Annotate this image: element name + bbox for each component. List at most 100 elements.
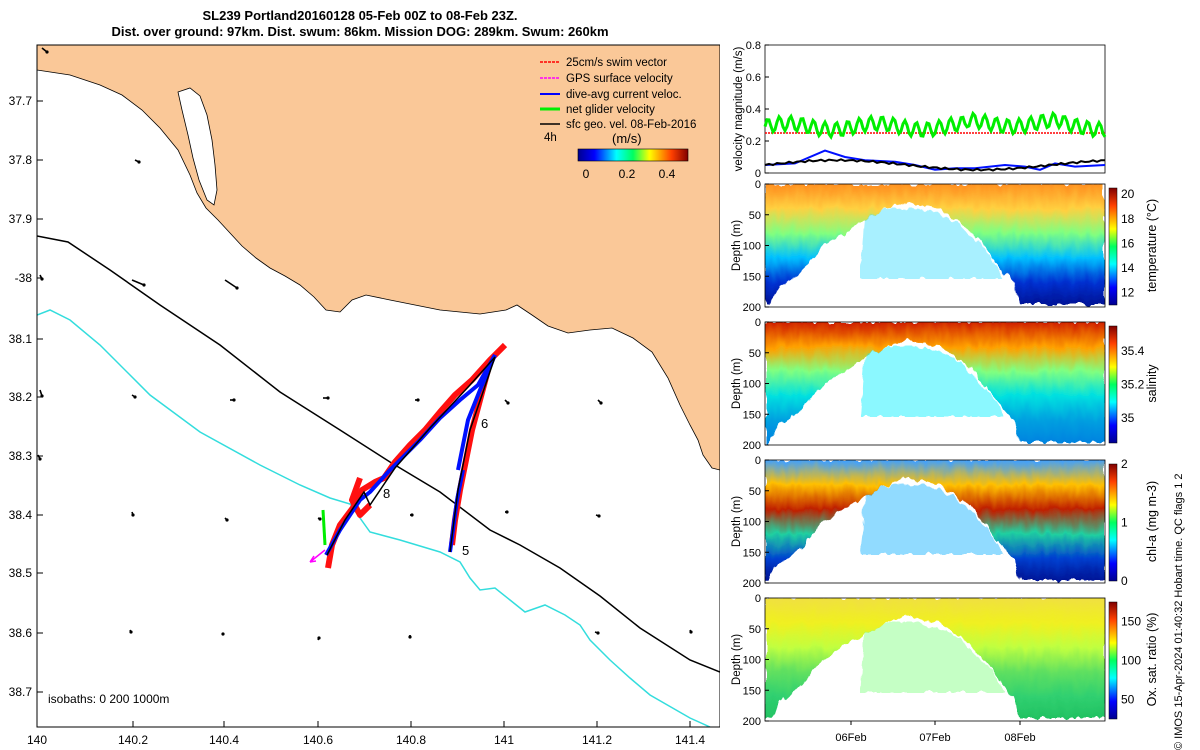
date-tick: 06Feb	[835, 732, 866, 744]
geo-velocity-line	[764, 158, 1106, 172]
map-axes: 140 140.2 140.4 140.6 140.8 141 141.2 141.4 37.7…	[9, 94, 706, 747]
day-label-8: 8	[383, 486, 390, 501]
depth-label: Depth (m)	[731, 496, 743, 547]
lat-tick: 38.5	[9, 566, 33, 580]
velocity-ylabel: velocity magnitude (m/s)	[733, 47, 745, 172]
colorbar-tick: 150	[1121, 615, 1141, 629]
speed-colorbar	[577, 148, 689, 162]
depth-tick: 150	[743, 685, 761, 697]
heatmap-field	[765, 322, 1105, 445]
colorbar-tick: 35.2	[1121, 378, 1145, 392]
lat-tick: 37.9	[9, 212, 33, 226]
colorbar-tick: 0.4	[659, 167, 676, 181]
oxygen-panel: 0 50 100 150 200 Depth (m) 50 100 150 Ox. sat. ra…	[731, 593, 1159, 728]
day-label-6: 6	[481, 416, 488, 431]
lat-tick: 37.7	[9, 94, 33, 108]
colorbar-label: salinity	[1145, 364, 1159, 403]
depth-label: Depth (m)	[731, 634, 743, 685]
legend-net: net glider velocity	[566, 104, 655, 116]
lat-tick: 38.1	[9, 332, 33, 346]
velocity-ytick: 0.4	[746, 104, 761, 116]
island	[177, 87, 218, 206]
colorbar-tick: 100	[1121, 654, 1141, 668]
colorbar-tick: 16	[1121, 236, 1135, 250]
depth-tick: 200	[743, 440, 761, 452]
depth-tick: 50	[749, 348, 761, 360]
depth-tick: 200	[743, 578, 761, 590]
depth-tick: 150	[743, 409, 761, 421]
colorbar-tick: 0	[583, 167, 590, 181]
geo-velocity-arrows	[37, 47, 693, 641]
colorbar	[1108, 463, 1118, 582]
glider-track	[326, 356, 496, 556]
day-label-5: 5	[462, 543, 469, 558]
lat-tick: 38.4	[9, 508, 33, 522]
lat-tick: 38.3	[9, 449, 33, 463]
lon-tick: 140.4	[209, 733, 239, 747]
profile-panels: velocity magnitude (m/s) 0 0.2 0.4 0.6 0.8 0…	[731, 40, 1159, 744]
depth-tick: 150	[743, 271, 761, 283]
gps-velocity-mark	[309, 549, 326, 563]
velocity-ytick: 0.8	[746, 40, 761, 52]
lat-tick: 38.7	[9, 685, 33, 699]
colorbar	[1108, 187, 1118, 306]
time-axis: 06Feb 07Feb 08Feb	[835, 721, 1036, 744]
colorbar-tick: 20	[1121, 187, 1135, 201]
geo-arrow	[131, 279, 145, 286]
lat-tick: 37.8	[9, 153, 33, 167]
isobath-200	[37, 235, 720, 673]
depth-tick: 150	[743, 547, 761, 559]
geo-arrow	[224, 279, 238, 289]
copyright-note: © IMOS 15-Apr-2024 01:40:32 Hobart time.…	[1173, 473, 1185, 750]
chart-subtitle: Dist. over ground: 97km. Dist. swum: 86k…	[111, 24, 609, 39]
depth-tick: 50	[749, 624, 761, 636]
net-velocity-line	[763, 110, 1107, 141]
lon-tick: 140.2	[118, 733, 148, 747]
lon-tick: 140.8	[396, 733, 426, 747]
lat-tick: -38	[15, 271, 33, 285]
depth-label: Depth (m)	[731, 220, 743, 271]
legend-geo: sfc geo. vel. 08-Feb-2016	[566, 119, 696, 131]
velocity-ytick: 0.6	[746, 72, 761, 84]
temperature-panel: 0 50 100 150 200 Depth (m) 12 14 16 18 20 temperatu…	[731, 179, 1159, 314]
isobath-1000	[37, 309, 711, 727]
colorbar-tick: 50	[1121, 693, 1135, 707]
velocity-ytick: 0.2	[746, 136, 761, 148]
colorbar-tick: 12	[1121, 286, 1135, 300]
colorbar-label: Ox. sat. ratio (%)	[1145, 613, 1159, 707]
lon-tick: 140	[27, 733, 47, 747]
legend-current: dive-avg current veloc.	[566, 89, 682, 101]
depth-tick: 50	[749, 486, 761, 498]
colorbar-tick: 18	[1121, 212, 1135, 226]
depth-tick: 200	[743, 302, 761, 314]
depth-tick: 100	[743, 241, 761, 253]
colorbar-tick: 2	[1121, 457, 1128, 471]
heatmap-field	[765, 598, 1105, 721]
colorbar	[1108, 601, 1118, 720]
heatmap-field	[765, 460, 1105, 583]
lon-tick: 141.2	[582, 733, 612, 747]
depth-tick: 0	[755, 455, 761, 467]
colorbar-tick: 0.2	[619, 167, 636, 181]
depth-label: Depth (m)	[731, 358, 743, 409]
net-glider-velocity-mark	[321, 509, 327, 546]
colorbar-tick: 14	[1121, 261, 1135, 275]
depth-tick: 0	[755, 179, 761, 191]
chla-panel: 0 50 100 150 200 Depth (m) 0 1 2 chl-a (mg m-3)	[731, 455, 1159, 590]
legend-swim: 25cm/s swim vector	[566, 57, 667, 69]
colorbar-title: (m/s)	[612, 131, 642, 146]
depth-tick: 100	[743, 379, 761, 391]
current-velocity-line	[764, 149, 1106, 171]
depth-tick: 0	[755, 593, 761, 605]
depth-tick: 100	[743, 517, 761, 529]
date-tick: 07Feb	[919, 732, 950, 744]
isobath-label: isobaths: 0 200 1000m	[48, 692, 169, 706]
colorbar-tick: 1	[1121, 516, 1128, 530]
velocity-ytick: 0	[755, 168, 761, 180]
heatmap-field	[765, 184, 1105, 307]
lon-tick: 141.4	[675, 733, 705, 747]
map-legend: 25cm/s swim vector GPS surface velocity …	[540, 57, 696, 181]
colorbar-label: chl-a (mg m-3)	[1145, 481, 1159, 562]
depth-tick: 0	[755, 317, 761, 329]
